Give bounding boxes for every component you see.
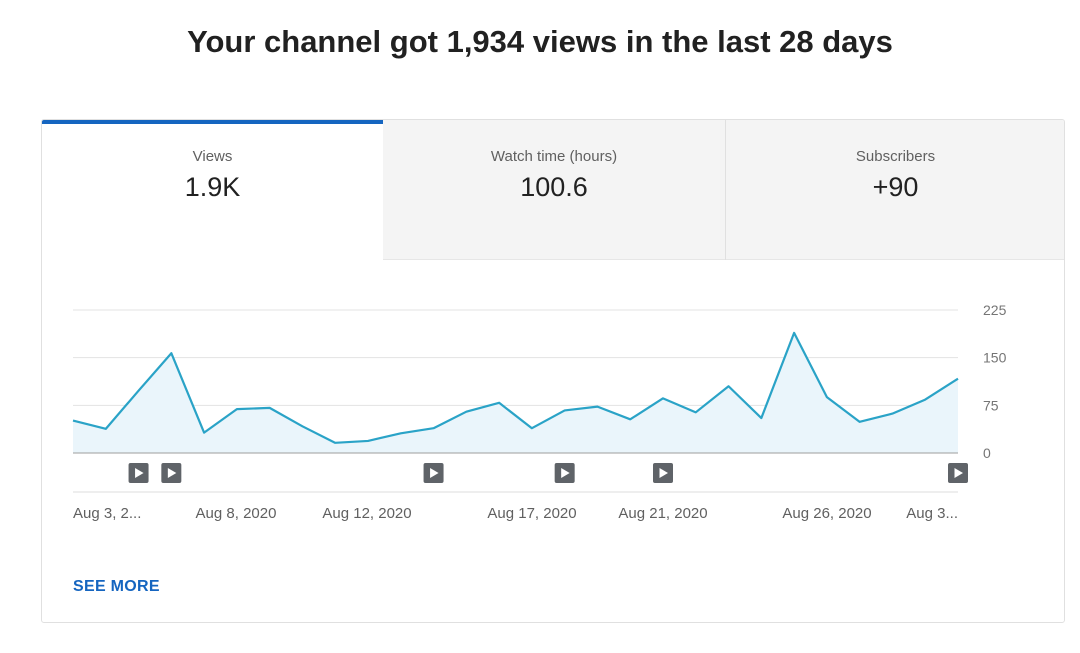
x-tick-label: Aug 12, 2020 <box>322 505 411 522</box>
video-marker-play-icon[interactable] <box>161 463 182 483</box>
x-tick-label: Aug 21, 2020 <box>618 505 707 522</box>
metric-tabs: Views 1.9K Watch time (hours) 100.6 Subs… <box>42 120 1064 260</box>
x-tick-label: Aug 3, 2... <box>73 505 141 522</box>
y-tick-label: 150 <box>983 350 1007 366</box>
video-marker-play-icon[interactable] <box>423 463 444 483</box>
video-marker-play-icon[interactable] <box>948 463 968 483</box>
tab-divider <box>725 120 726 260</box>
x-tick-label: Aug 26, 2020 <box>782 505 871 522</box>
tab-watch-time-value: 100.6 <box>520 172 588 202</box>
x-tick-label: Aug 3... <box>906 505 958 522</box>
see-more-link[interactable]: SEE MORE <box>73 578 160 595</box>
views-line-chart: 225 150 75 0 Aug 3, 2... Aug 8, 2020 Aug 12, 2… <box>72 302 1007 522</box>
tab-views[interactable]: Views 1.9K <box>42 120 383 260</box>
series-area <box>73 332 958 453</box>
y-tick-label: 225 <box>983 302 1007 318</box>
page-title: Your channel got 1,934 views in the last… <box>187 24 893 59</box>
y-tick-label: 0 <box>983 445 991 461</box>
y-tick-label: 75 <box>983 397 999 413</box>
video-marker-play-icon[interactable] <box>554 463 575 483</box>
active-tab-indicator <box>42 120 383 124</box>
tab-subscribers-label: Subscribers <box>855 148 936 165</box>
tab-subscribers-value: +90 <box>872 172 919 202</box>
tab-watch-time-label: Watch time (hours) <box>490 148 618 165</box>
x-tick-label: Aug 8, 2020 <box>196 505 277 522</box>
tab-views-label: Views <box>192 148 233 165</box>
video-marker-play-icon[interactable] <box>128 463 149 483</box>
analytics-card: Views 1.9K Watch time (hours) 100.6 Subs… <box>41 119 1065 623</box>
tab-watch-time[interactable]: Watch time (hours) 100.6 <box>383 120 725 260</box>
x-tick-label: Aug 17, 2020 <box>487 505 576 522</box>
tab-views-value: 1.9K <box>184 172 241 202</box>
series-line <box>72 331 959 444</box>
tab-subscribers[interactable]: Subscribers +90 <box>725 120 1064 260</box>
video-marker-play-icon[interactable] <box>653 463 673 483</box>
